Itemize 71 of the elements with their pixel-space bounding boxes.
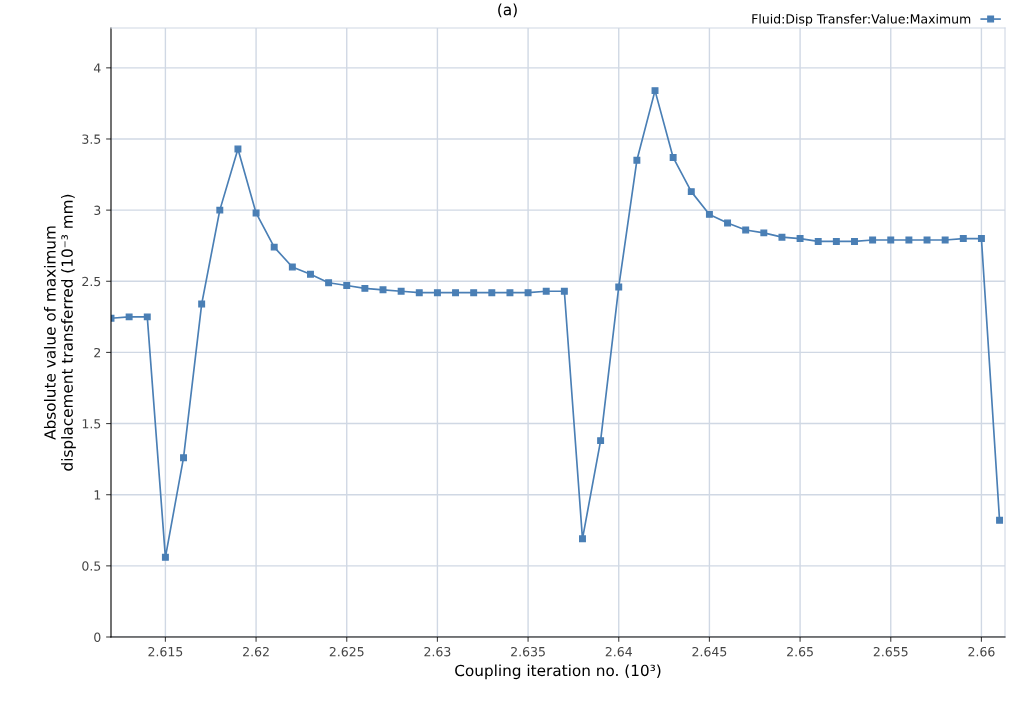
point: [615, 283, 623, 291]
point: [180, 454, 188, 462]
point: [633, 156, 641, 164]
point: [216, 206, 224, 214]
point: [814, 237, 822, 245]
x-tick-label: 2.65: [787, 646, 813, 657]
point: [778, 233, 786, 241]
point: [651, 87, 659, 95]
point: [288, 263, 296, 271]
point: [379, 286, 387, 294]
point: [687, 188, 695, 196]
y-tick-label: 4: [93, 63, 101, 73]
y-tick-label: 3.5: [82, 134, 101, 144]
point: [579, 535, 586, 543]
point: [905, 236, 913, 244]
point: [252, 209, 260, 217]
point: [705, 210, 713, 218]
point: [669, 154, 677, 161]
point: [234, 145, 242, 153]
y-tick-label: 0: [94, 632, 101, 642]
y-axis-title: Absolute value of maximum displacement transferred (10⁻³ mm): [43, 194, 76, 471]
x-tick-label: 2.635: [511, 646, 545, 657]
x-tick-label: 2.66: [968, 646, 995, 657]
point: [415, 289, 423, 297]
point: [397, 287, 405, 295]
point: [470, 289, 478, 297]
point: [742, 226, 750, 234]
x-tick-label: 2.615: [148, 646, 183, 657]
point: [851, 237, 858, 245]
point: [143, 313, 151, 321]
point: [724, 219, 732, 227]
point: [506, 289, 514, 297]
point: [977, 235, 985, 243]
point: [869, 236, 877, 244]
point: [433, 289, 441, 297]
x-axis-title: Coupling iteration no. (10³): [455, 664, 661, 680]
point: [270, 243, 278, 251]
x-tick-label: 2.655: [873, 646, 908, 657]
point: [125, 313, 133, 321]
point: [452, 289, 460, 297]
point: [941, 236, 949, 244]
point: [760, 229, 768, 237]
x-tick-label: 2.63: [424, 646, 451, 657]
point: [325, 279, 333, 287]
legend-label: Fluid:Disp Transfer:Value:Maximum: [752, 13, 971, 27]
y-tick-label: 1: [94, 490, 101, 500]
y-tick-label: 0.5: [82, 561, 101, 571]
point: [343, 282, 351, 290]
point: [996, 516, 1004, 524]
x-tick-label: 2.625: [329, 646, 364, 657]
point: [959, 235, 967, 243]
point: [361, 284, 369, 292]
point: [488, 289, 496, 297]
x-tick-label: 2.62: [243, 646, 269, 657]
x-tick-label: 2.64: [605, 646, 632, 657]
point: [524, 289, 532, 297]
y-tick-label: 2.5: [82, 276, 101, 287]
x-tick-label: 2.645: [692, 646, 727, 657]
y-tick-label: 2: [94, 347, 101, 358]
y-tick-label: 1.5: [82, 419, 101, 429]
point: [161, 553, 169, 561]
point: [198, 300, 206, 308]
point: [796, 235, 804, 243]
point: [887, 236, 895, 244]
point: [560, 287, 568, 295]
y-tick-label: 3: [94, 205, 101, 216]
point: [542, 287, 550, 295]
point: [597, 437, 605, 445]
point: [832, 237, 840, 245]
chart-title: (a): [498, 3, 517, 18]
point: [306, 270, 314, 278]
